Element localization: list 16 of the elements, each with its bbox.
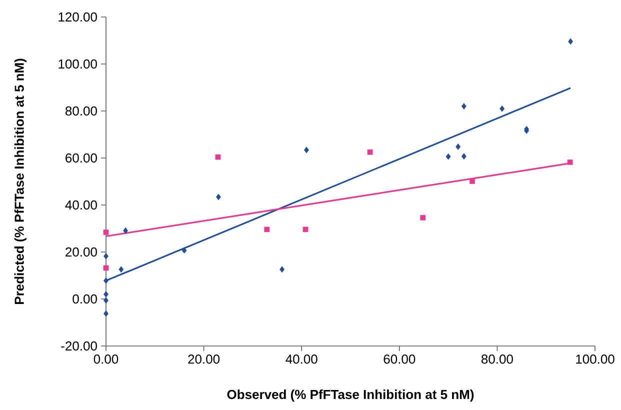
x-tick-label: 20.00 [188,354,220,364]
y-tick-label: 0.00 [72,294,97,304]
x-tick-label: 80.00 [482,354,513,364]
x-tick-label: 100.00 [576,354,614,364]
x-axis-title: Observed (% PfFTase Inhibition at 5 nM) [227,390,474,402]
y-tick-label: -20.00 [61,341,97,351]
x-tick-label: 60.00 [384,354,416,364]
y-tick-label: 80.00 [66,106,97,116]
x-tick-label: 40.00 [286,354,318,364]
x-tick-label: 0.00 [94,354,118,364]
y-tick-label: 40.00 [65,200,97,210]
y-tick-label: 60.00 [66,153,97,163]
y-tick-label: 20.00 [66,247,97,257]
y-tick-label: 100.00 [58,59,97,69]
y-axis-title: Predicted (% PfFTase Inhibition at 5 nM) [14,58,26,304]
y-tick-label: 120.00 [58,12,97,22]
